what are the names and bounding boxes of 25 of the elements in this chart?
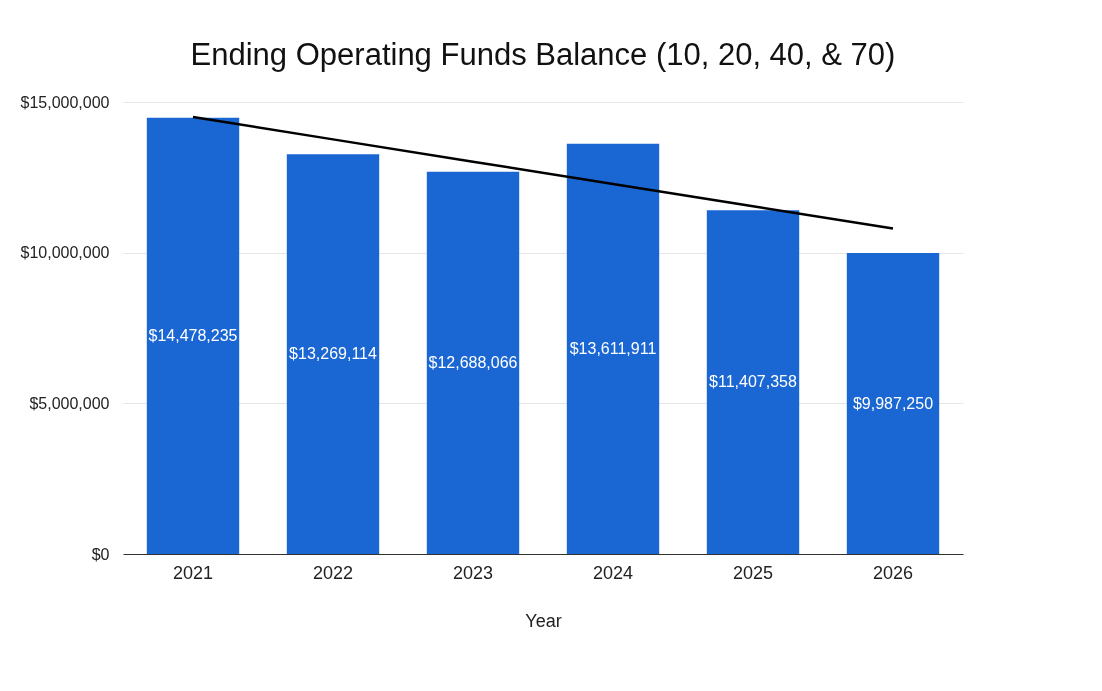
x-tick-label: 2024 xyxy=(592,562,634,583)
line-series xyxy=(191,115,895,230)
data-label: $13,269,114 xyxy=(289,345,377,363)
x-tick-label: 2023 xyxy=(452,562,494,583)
y-tick-label: $10,000,000 xyxy=(20,244,110,262)
y-tick-label: $0 xyxy=(91,545,110,563)
data-label: $11,407,358 xyxy=(709,373,797,391)
data-label: $9,987,250 xyxy=(852,394,934,412)
bar xyxy=(426,171,520,554)
bar xyxy=(146,117,240,554)
data-label: $13,611,911 xyxy=(569,339,657,357)
bar xyxy=(706,210,800,554)
y-tick-label: $5,000,000 xyxy=(29,394,110,412)
x-tick-label: 2021 xyxy=(172,562,214,583)
y-tick-label: $15,000,000 xyxy=(20,93,110,111)
x-axis-title: Year xyxy=(525,610,562,631)
x-tick-label: 2026 xyxy=(872,562,914,583)
bar xyxy=(566,143,660,554)
data-label: $14,478,235 xyxy=(148,326,238,344)
x-tick-label: 2022 xyxy=(312,562,354,583)
data-label: $12,688,066 xyxy=(428,353,518,371)
bar xyxy=(846,253,940,554)
bar xyxy=(286,154,380,554)
chart-title: Ending Operating Funds Balance (10, 20, 40, & 70) xyxy=(190,37,896,72)
x-tick-label: 2025 xyxy=(732,562,774,583)
